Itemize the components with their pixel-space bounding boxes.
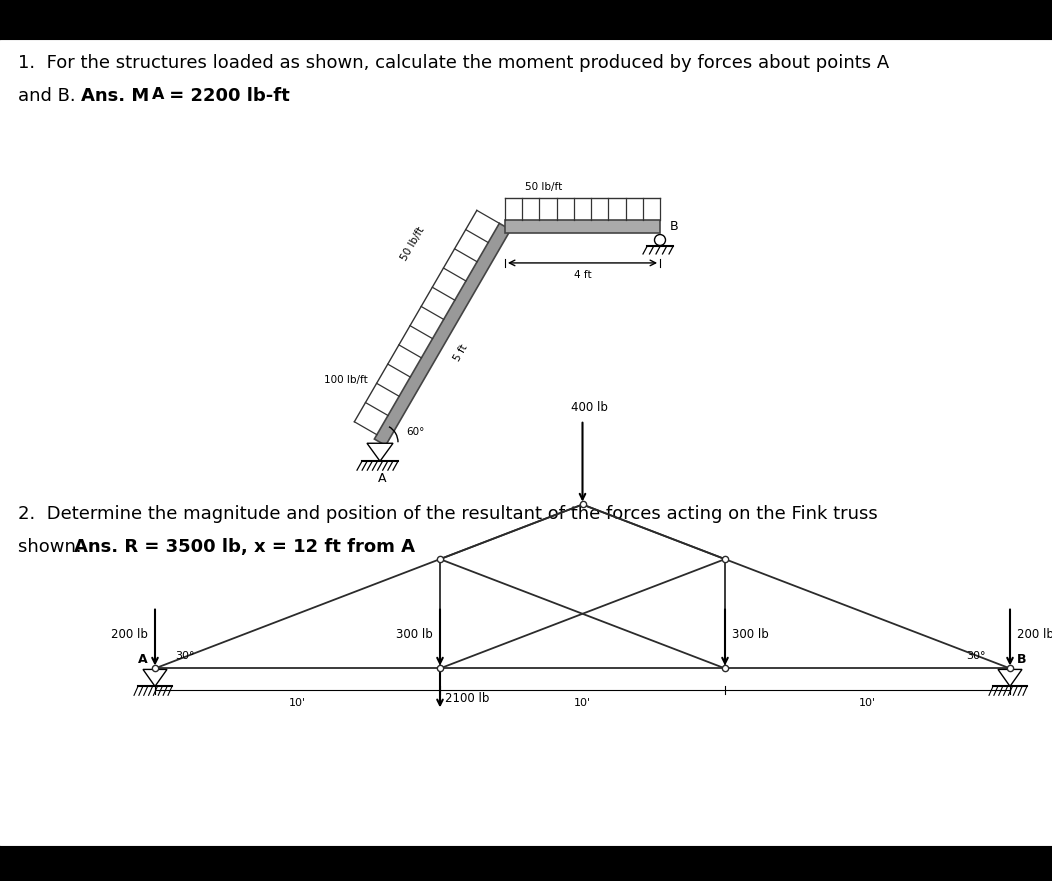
Polygon shape — [375, 223, 510, 446]
Text: 400 lb: 400 lb — [571, 401, 608, 414]
Text: 30°: 30° — [967, 651, 986, 662]
Text: 2100 lb: 2100 lb — [445, 692, 489, 705]
Text: 30°: 30° — [175, 651, 195, 662]
Text: 300 lb: 300 lb — [732, 628, 769, 641]
Polygon shape — [143, 670, 167, 686]
Text: = 2200 lb-ft: = 2200 lb-ft — [163, 86, 289, 105]
Text: 10': 10' — [289, 699, 306, 708]
Text: and B.: and B. — [18, 86, 93, 105]
Text: 60°: 60° — [406, 427, 424, 437]
Text: A: A — [151, 86, 164, 101]
Text: B: B — [1017, 654, 1027, 666]
Text: 2.  Determine the magnitude and position of the resultant of the forces acting o: 2. Determine the magnitude and position … — [18, 505, 877, 523]
Text: 50 lb/ft: 50 lb/ft — [525, 182, 563, 192]
Text: 10': 10' — [858, 699, 876, 708]
Text: 10': 10' — [574, 699, 591, 708]
Text: A: A — [139, 654, 148, 666]
Text: shown.: shown. — [18, 538, 99, 556]
Text: 5 ft: 5 ft — [451, 343, 469, 363]
Polygon shape — [998, 670, 1021, 686]
Text: Ans. M: Ans. M — [81, 86, 149, 105]
Text: Ans. R = 3500 lb, x = 12 ft from A: Ans. R = 3500 lb, x = 12 ft from A — [74, 538, 414, 556]
Polygon shape — [505, 220, 660, 233]
Text: 1.  For the structures loaded as shown, calculate the moment produced by forces : 1. For the structures loaded as shown, c… — [18, 54, 889, 71]
Text: 50 lb/ft: 50 lb/ft — [399, 226, 426, 263]
Text: 4 ft: 4 ft — [573, 270, 591, 280]
Text: A: A — [378, 472, 386, 485]
Polygon shape — [367, 443, 393, 461]
Circle shape — [654, 234, 666, 246]
Text: 100 lb/ft: 100 lb/ft — [324, 375, 368, 386]
Text: 200 lb: 200 lb — [1017, 628, 1052, 641]
Text: B: B — [670, 220, 679, 233]
Text: 200 lb: 200 lb — [112, 628, 148, 641]
Text: 300 lb: 300 lb — [397, 628, 433, 641]
